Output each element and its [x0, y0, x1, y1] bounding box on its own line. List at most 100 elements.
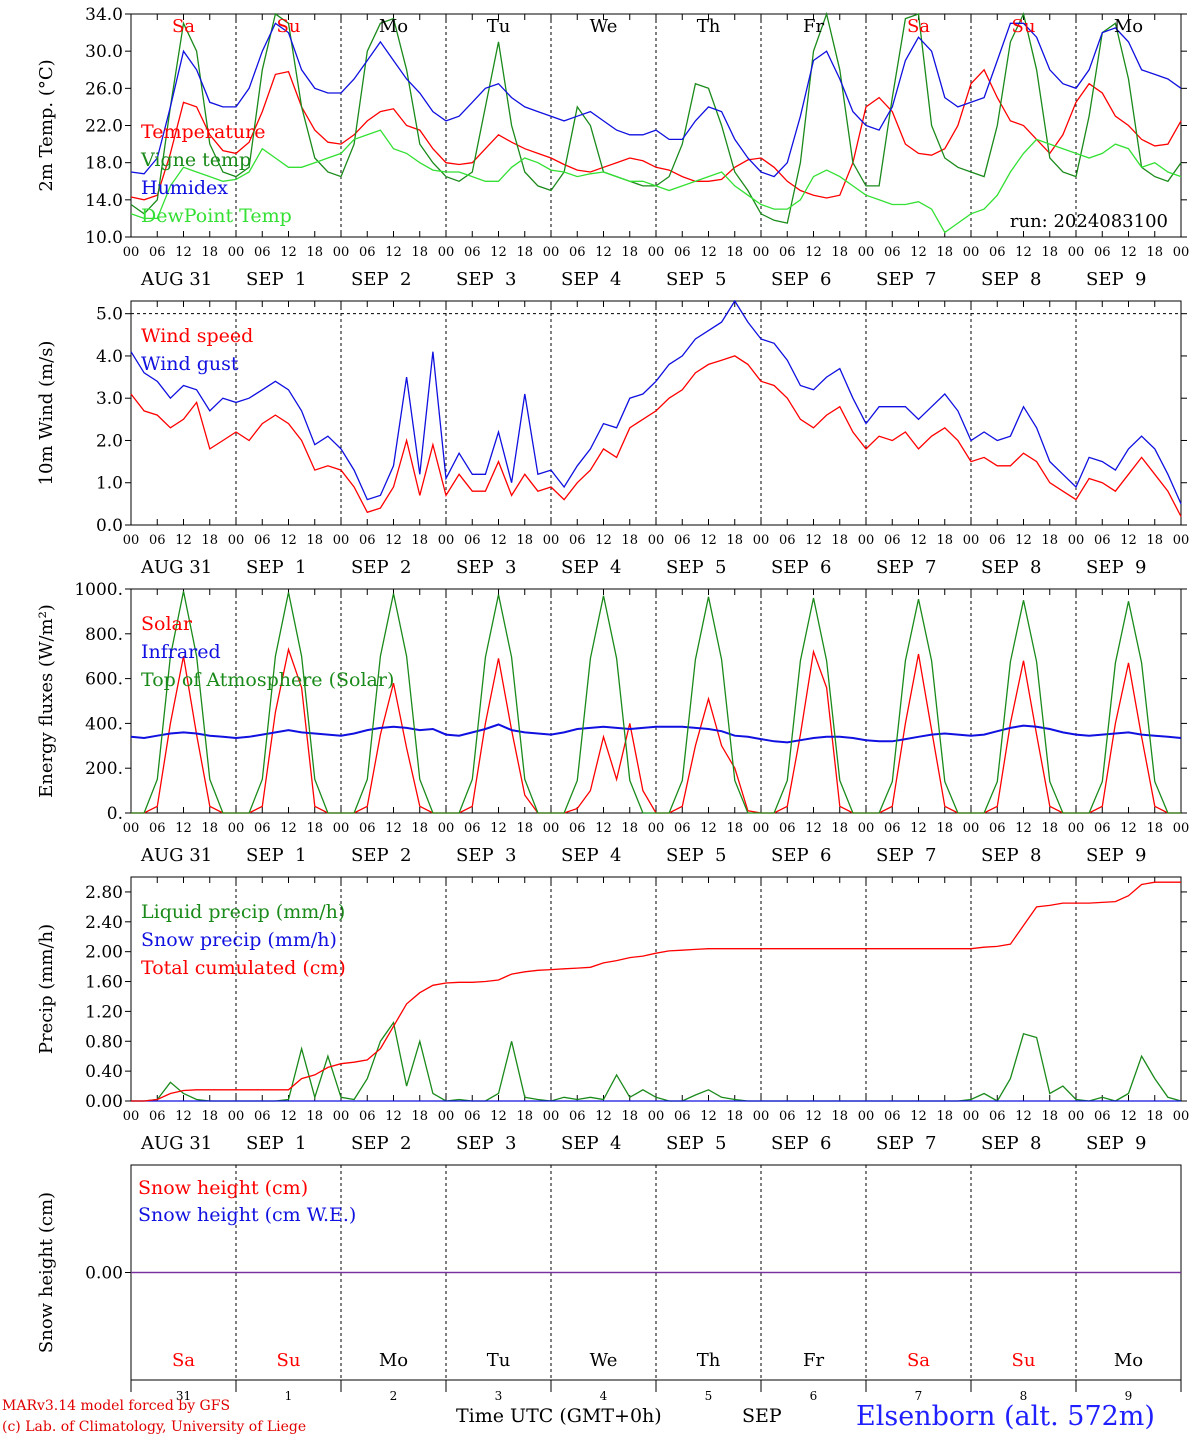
hour-tick-label: 06 [1094, 1109, 1111, 1124]
hour-tick-label: 06 [149, 533, 166, 548]
hour-tick-label: 06 [779, 1109, 796, 1124]
hour-tick-label: 12 [385, 1109, 402, 1124]
hour-tick-label: 12 [490, 533, 507, 548]
hour-tick-label: 06 [464, 533, 481, 548]
day-number: 6 [810, 1389, 818, 1403]
y-tick-label: 34.0 [85, 5, 123, 25]
hour-tick-label: 06 [779, 821, 796, 836]
hour-tick-label: 12 [175, 533, 192, 548]
model-credit: MARv3.14 model forced by GFS [2, 1398, 231, 1414]
date-label: SEP 6 [771, 845, 831, 866]
hour-tick-label: 12 [1015, 1109, 1032, 1124]
y-tick-label: 3.0 [96, 389, 123, 409]
hour-tick-label: 00 [858, 533, 875, 548]
hour-tick-label: 00 [228, 821, 245, 836]
series-line [130, 299, 1182, 505]
date-label: SEP 5 [666, 845, 726, 866]
date-label: SEP 6 [771, 269, 831, 290]
hour-tick-label: 00 [123, 533, 140, 548]
hour-tick-label: 06 [674, 1109, 691, 1124]
y-tick-label: 1000. [74, 580, 123, 600]
date-label: AUG 31 [140, 845, 212, 866]
hour-tick-label: 18 [516, 533, 533, 548]
hour-tick-label: 12 [910, 1109, 927, 1124]
y-tick-label: 0.00 [85, 1264, 123, 1284]
hour-tick-label: 18 [726, 245, 743, 260]
date-label: SEP 8 [981, 845, 1041, 866]
hour-tick-label: 06 [989, 245, 1006, 260]
hour-tick-label: 12 [700, 245, 717, 260]
legend-entry: Top of Atmosphere (Solar) [141, 669, 394, 691]
date-label: SEP 1 [246, 1133, 306, 1154]
date-label: SEP 5 [666, 557, 726, 578]
weekday-label: Fr [803, 1350, 824, 1371]
y-tick-label: 26.0 [85, 79, 123, 99]
hour-tick-label: 06 [359, 245, 376, 260]
hour-tick-label: 06 [359, 533, 376, 548]
day-number: 1 [285, 1389, 293, 1403]
hour-tick-label: 00 [438, 533, 455, 548]
hour-tick-label: 00 [1173, 245, 1190, 260]
hour-tick-label: 18 [201, 245, 218, 260]
hour-tick-label: 00 [123, 821, 140, 836]
weekday-label: Mo [1114, 1350, 1143, 1371]
y-tick-label: 0.80 [85, 1032, 123, 1052]
hour-tick-label: 18 [831, 1109, 848, 1124]
weekday-label: Su [277, 1350, 301, 1371]
hour-tick-label: 00 [858, 245, 875, 260]
hour-tick-label: 18 [1146, 1109, 1163, 1124]
hour-tick-label: 00 [648, 821, 665, 836]
hour-tick-label: 06 [674, 821, 691, 836]
hour-tick-label: 06 [779, 533, 796, 548]
hour-tick-label: 18 [831, 245, 848, 260]
date-label: SEP 4 [561, 557, 621, 578]
hour-tick-label: 00 [963, 245, 980, 260]
date-label: SEP 2 [351, 845, 411, 866]
hour-tick-label: 00 [753, 245, 770, 260]
hour-tick-label: 00 [543, 533, 560, 548]
hour-tick-label: 06 [674, 533, 691, 548]
date-label: SEP 3 [456, 1133, 516, 1154]
hour-tick-label: 12 [1120, 533, 1137, 548]
hour-tick-label: 18 [306, 245, 323, 260]
hour-tick-label: 12 [175, 821, 192, 836]
hour-tick-label: 12 [910, 245, 927, 260]
hour-tick-label: 12 [700, 821, 717, 836]
lab-credit: (c) Lab. of Climatology, University of L… [2, 1419, 307, 1435]
date-label: SEP 2 [351, 269, 411, 290]
hour-tick-label: 00 [648, 1109, 665, 1124]
day-number: 8 [1020, 1389, 1028, 1403]
legend-entry: Vigne temp [140, 149, 251, 171]
day-number: 7 [915, 1389, 923, 1403]
hour-tick-label: 12 [280, 533, 297, 548]
hour-tick-label: 06 [989, 821, 1006, 836]
hour-tick-label: 18 [411, 1109, 428, 1124]
hour-tick-label: 12 [490, 1109, 507, 1124]
date-label: SEP 4 [561, 845, 621, 866]
day-number: 2 [390, 1389, 398, 1403]
y-tick-label: 14.0 [85, 191, 123, 211]
date-label: SEP 5 [666, 1133, 726, 1154]
hour-tick-label: 12 [385, 533, 402, 548]
date-label: AUG 31 [140, 557, 212, 578]
y-tick-label: 600. [85, 670, 123, 690]
date-label: SEP 7 [876, 269, 936, 290]
hour-tick-label: 00 [1068, 1109, 1085, 1124]
weekday-label: Sa [172, 16, 195, 37]
weekday-label: Su [1012, 1350, 1036, 1371]
hour-tick-label: 00 [648, 533, 665, 548]
hour-tick-label: 18 [831, 533, 848, 548]
hour-tick-label: 00 [963, 533, 980, 548]
hour-tick-label: 06 [359, 821, 376, 836]
hour-tick-label: 06 [884, 245, 901, 260]
weekday-label: Mo [1114, 16, 1143, 37]
date-label: SEP 4 [561, 269, 621, 290]
day-number: 3 [495, 1389, 503, 1403]
hour-tick-label: 00 [1173, 1109, 1190, 1124]
hour-tick-label: 00 [753, 1109, 770, 1124]
y-tick-label: 2.80 [85, 883, 123, 903]
y-axis-label: 10m Wind (m/s) [36, 341, 57, 486]
y-tick-label: 400. [85, 714, 123, 734]
date-label: SEP 9 [1086, 1133, 1146, 1154]
hour-tick-label: 00 [1068, 821, 1085, 836]
